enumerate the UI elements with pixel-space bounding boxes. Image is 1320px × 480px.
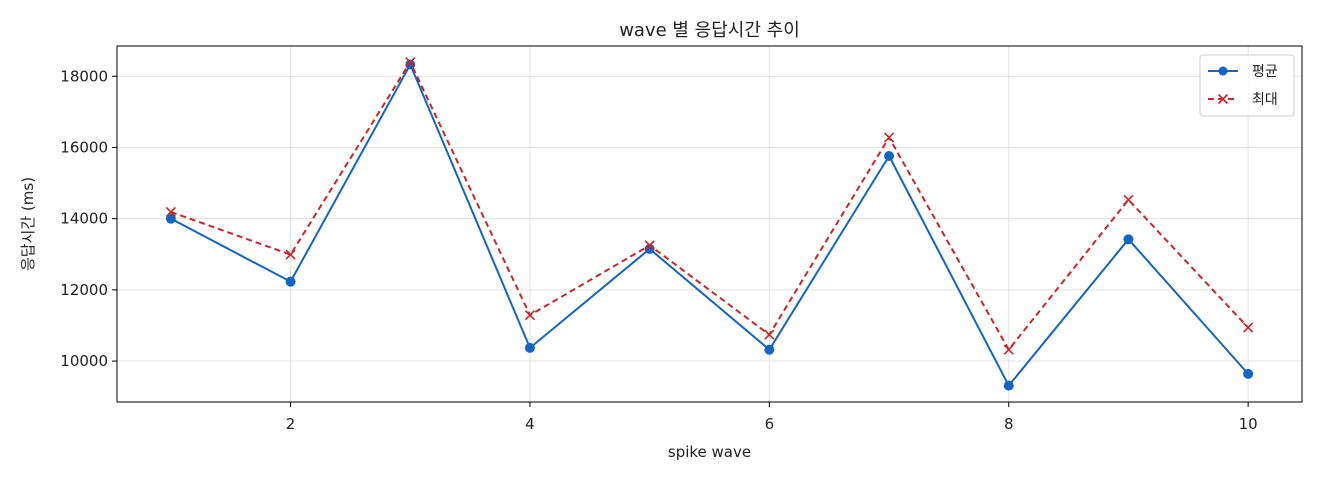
data-point-max bbox=[1243, 322, 1254, 333]
legend-label-avg: 평균 bbox=[1252, 64, 1278, 80]
data-point-max bbox=[1003, 344, 1014, 355]
data-point-avg bbox=[1243, 368, 1254, 379]
chart-title: wave 별 응답시간 추이 bbox=[619, 20, 800, 41]
data-point-avg bbox=[1123, 234, 1134, 245]
x-tick-label: 8 bbox=[1004, 415, 1014, 433]
data-point-max bbox=[1123, 194, 1134, 205]
data-point-max bbox=[285, 249, 296, 260]
y-tick-label: 16000 bbox=[60, 138, 108, 156]
y-tick-label: 18000 bbox=[60, 67, 108, 85]
data-point-max bbox=[644, 240, 655, 251]
data-point-avg bbox=[1003, 380, 1014, 391]
legend-marker-avg bbox=[1218, 66, 1228, 76]
data-point-max bbox=[524, 310, 536, 321]
legend-box bbox=[1199, 54, 1295, 117]
x-axis-ticks: 2 4 6 8 10 bbox=[286, 402, 1258, 433]
y-axis-ticks: 10000 12000 14000 16000 18000 bbox=[60, 67, 117, 370]
data-point-avg bbox=[285, 276, 296, 287]
grid-lines bbox=[117, 46, 1302, 402]
legend-label-max: 최대 bbox=[1252, 92, 1278, 108]
data-point-max bbox=[764, 329, 775, 340]
data-point-avg bbox=[524, 342, 535, 353]
x-tick-label: 6 bbox=[765, 415, 775, 433]
x-tick-label: 2 bbox=[286, 415, 296, 433]
data-point-avg bbox=[764, 344, 775, 355]
data-point-max bbox=[883, 132, 895, 143]
series-line-max bbox=[170, 61, 1249, 351]
data-point-avg bbox=[165, 213, 176, 224]
data-point-avg bbox=[405, 59, 416, 70]
x-axis-label: spike wave bbox=[668, 443, 751, 461]
x-tick-label: 10 bbox=[1239, 415, 1258, 433]
data-point-max bbox=[165, 206, 176, 217]
y-tick-label: 10000 bbox=[60, 352, 108, 370]
plot-frame bbox=[116, 45, 1303, 403]
data-point-avg bbox=[884, 151, 895, 162]
y-axis-label: 응답시간 (ms) bbox=[19, 177, 37, 271]
legend-marker-max bbox=[1217, 93, 1229, 105]
legend: 평균 최대 bbox=[1199, 54, 1295, 117]
data-point-max bbox=[405, 56, 416, 68]
x-tick-label: 4 bbox=[525, 415, 535, 433]
y-tick-label: 14000 bbox=[60, 210, 108, 228]
series-layer bbox=[165, 56, 1254, 391]
series-line-avg bbox=[170, 63, 1249, 387]
y-tick-label: 12000 bbox=[60, 281, 108, 299]
